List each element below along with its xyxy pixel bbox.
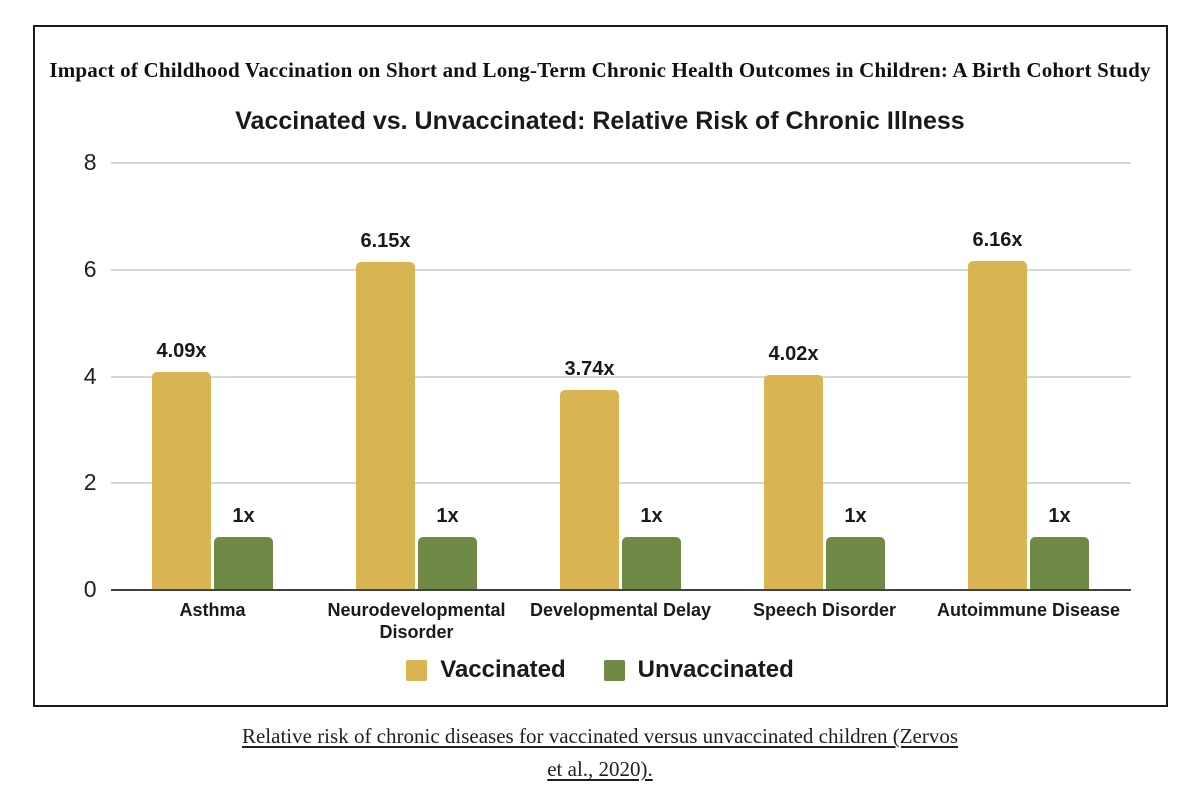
- legend-label: Vaccinated: [440, 656, 566, 683]
- bar-value-label: 1x: [232, 505, 255, 527]
- bar-wrap: 1x: [1030, 505, 1089, 590]
- bar-wrap: 6.16x: [968, 229, 1027, 590]
- plot-area: 0 2 4 6 8 4.09x 1x Asthma 6.15x 1x Neurodevelopmen…: [84, 151, 1131, 642]
- gridline: [110, 162, 1131, 164]
- bar-group: 3.74x 1x Developmental Delay: [530, 163, 711, 620]
- chart-legend: Vaccinated Unvaccinated: [35, 656, 1166, 684]
- bar-value-label: 4.09x: [156, 340, 207, 362]
- gridline: [110, 268, 1131, 271]
- legend-swatch-icon: [603, 659, 625, 681]
- legend-swatch-icon: [406, 659, 428, 681]
- y-tick-label: 0: [83, 576, 97, 602]
- gridline: [110, 482, 1131, 485]
- bar-unvaccinated: [622, 537, 681, 590]
- y-tick-label: 2: [83, 469, 97, 496]
- bar-unvaccinated: [418, 537, 477, 590]
- bar-vaccinated: [560, 390, 619, 590]
- bar-group: 4.09x 1x Asthma: [151, 163, 275, 620]
- category-label: Neurodevelopmental Disorder: [327, 600, 506, 642]
- bar-wrap: 4.09x: [152, 340, 211, 590]
- bar-wrap: 1x: [418, 505, 477, 590]
- y-tick-label: 8: [83, 149, 97, 175]
- bar-group: 6.16x 1x Autoimmune Disease: [937, 163, 1120, 620]
- category-label: Speech Disorder: [752, 600, 897, 620]
- bar-value-label: 1x: [640, 505, 663, 527]
- chart-title: Vaccinated vs. Unvaccinated: Relative Ri…: [235, 107, 965, 135]
- caption-line-2[interactable]: et al., 2020).: [547, 757, 653, 781]
- bar-wrap: 3.74x: [560, 358, 619, 590]
- bar-value-label: 1x: [844, 505, 867, 527]
- x-axis-line: [110, 589, 1131, 591]
- figure-frame: Impact of Childhood Vaccination on Short…: [32, 25, 1168, 707]
- bar-value-label: 1x: [436, 505, 459, 527]
- bar-unvaccinated: [1030, 537, 1089, 590]
- bar-group: 6.15x 1x Neurodevelopmental Disorder: [327, 163, 505, 642]
- bar-wrap: 1x: [622, 505, 681, 590]
- bar-groups: 4.09x 1x Asthma 6.15x 1x Neurodevelopmental D…: [111, 163, 1131, 642]
- bar-vaccinated: [356, 262, 415, 590]
- bar-wrap: 1x: [826, 505, 885, 590]
- legend-item-vaccinated: Vaccinated: [406, 656, 566, 684]
- bar-unvaccinated: [214, 537, 273, 590]
- y-tick-label: 6: [83, 255, 97, 282]
- bar-unvaccinated: [826, 537, 885, 590]
- bar-value-label: 6.15x: [360, 230, 411, 252]
- category-label: Developmental Delay: [529, 600, 712, 620]
- figure-caption-link[interactable]: Relative risk of chronic diseases for va…: [0, 720, 1200, 786]
- bar-wrap: 6.15x: [356, 230, 415, 590]
- bar-value-label: 4.02x: [768, 343, 819, 365]
- bar-vaccinated: [968, 261, 1027, 590]
- bar-group: 4.02x 1x Speech Disorder: [753, 163, 896, 620]
- y-tick-label: 4: [83, 362, 97, 389]
- bar-wrap: 4.02x: [764, 343, 823, 590]
- bar-vaccinated: [764, 375, 823, 590]
- bar-vaccinated: [152, 372, 211, 590]
- category-label: Asthma: [179, 600, 246, 620]
- bar-value-label: 1x: [1048, 505, 1071, 527]
- caption-line-1[interactable]: Relative risk of chronic diseases for va…: [241, 724, 959, 748]
- legend-label: Unvaccinated: [637, 656, 794, 683]
- bar-value-label: 3.74x: [564, 358, 615, 380]
- gridline: [110, 375, 1131, 378]
- bar-wrap: 1x: [214, 505, 273, 590]
- study-title: Impact of Childhood Vaccination on Short…: [49, 58, 1151, 82]
- category-label: Autoimmune Disease: [936, 600, 1121, 620]
- bar-value-label: 6.16x: [972, 229, 1023, 251]
- legend-item-unvaccinated: Unvaccinated: [603, 656, 794, 684]
